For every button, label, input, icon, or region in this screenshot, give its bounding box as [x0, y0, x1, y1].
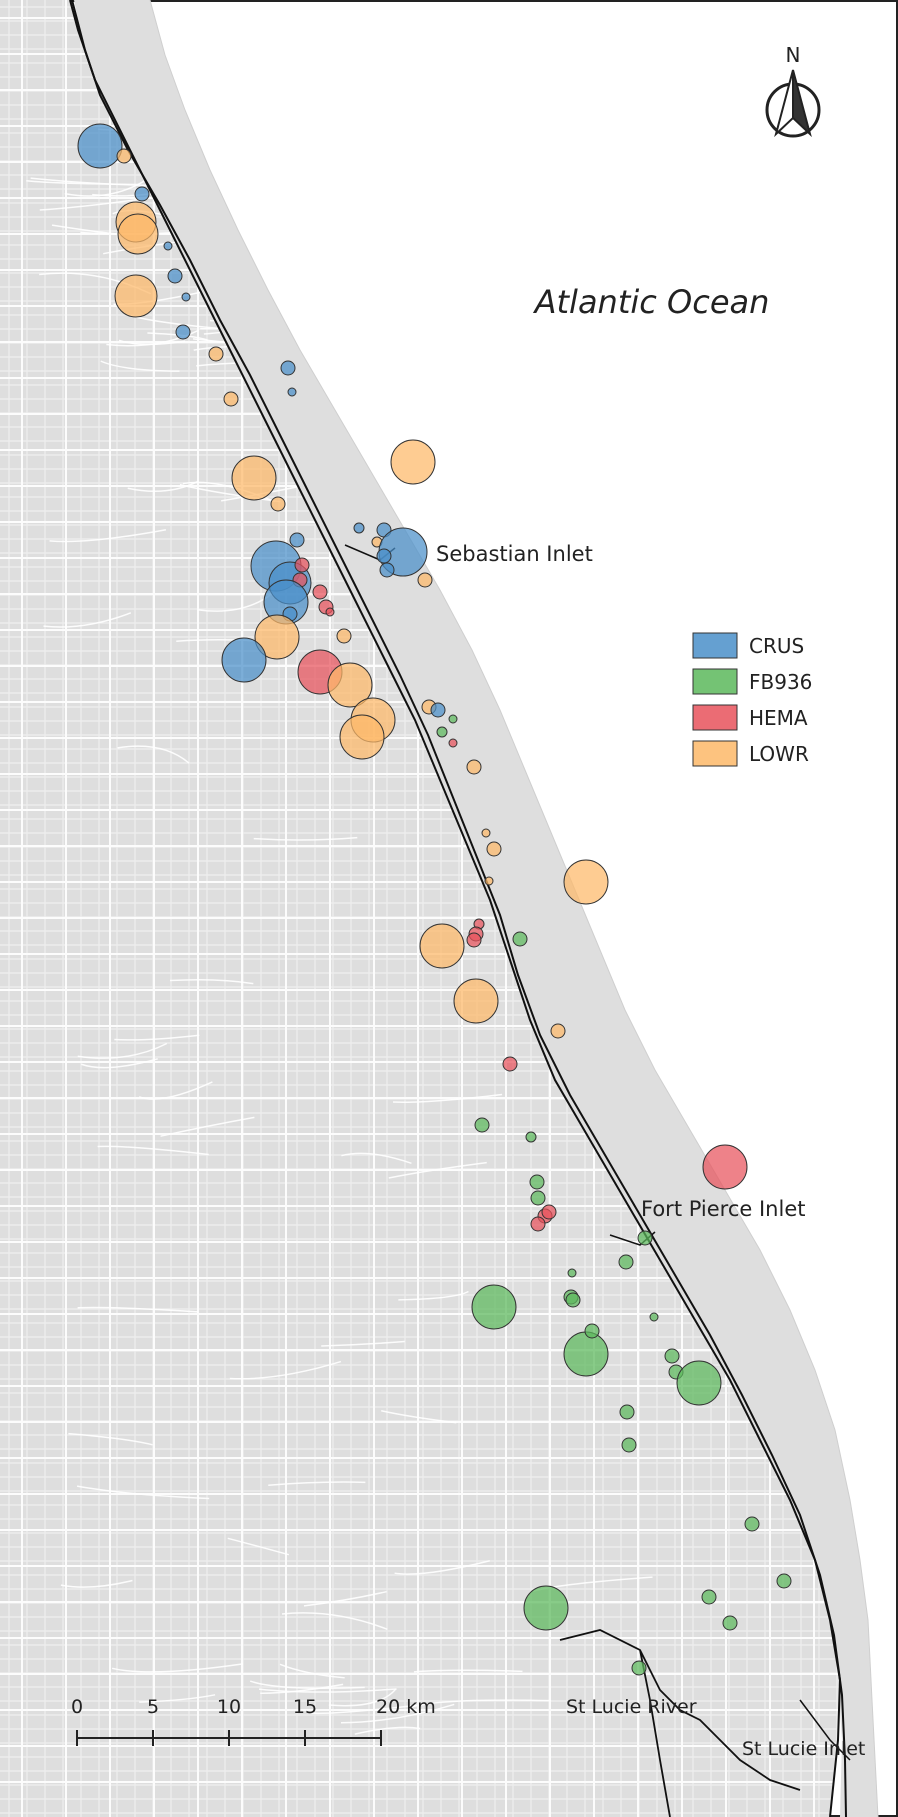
legend-label-crus: CRUS: [749, 634, 804, 658]
site-marker-hema: [449, 739, 457, 747]
site-marker-lowr: [271, 497, 285, 511]
site-marker-fb936: [665, 1349, 679, 1363]
site-marker-hema: [531, 1217, 545, 1231]
site-marker-fb936: [622, 1438, 636, 1452]
site-marker-lowr: [482, 829, 490, 837]
site-marker-fb936: [437, 727, 447, 737]
site-marker-crus: [431, 703, 445, 717]
site-marker-crus: [168, 269, 182, 283]
scale-bar-label: 5: [147, 1696, 159, 1718]
site-marker-fb936: [650, 1313, 658, 1321]
legend-swatch-crus: [693, 633, 737, 658]
site-marker-lowr: [337, 629, 351, 643]
place-label-stlucie-river: St Lucie River: [566, 1696, 697, 1718]
site-marker-fb936: [638, 1231, 652, 1245]
site-marker-fb936: [472, 1285, 516, 1329]
site-marker-fb936: [513, 932, 527, 946]
site-marker-lowr: [224, 392, 238, 406]
site-marker-lowr: [467, 760, 481, 774]
site-marker-crus: [164, 242, 172, 250]
site-marker-lowr: [232, 456, 276, 500]
site-marker-lowr: [418, 573, 432, 587]
site-marker-fb936: [777, 1574, 791, 1588]
site-marker-crus: [380, 563, 394, 577]
site-marker-crus: [78, 124, 122, 168]
site-marker-fb936: [745, 1517, 759, 1531]
site-marker-crus: [176, 325, 190, 339]
site-marker-fb936: [524, 1586, 568, 1630]
site-marker-lowr: [118, 214, 158, 254]
site-marker-crus: [182, 293, 190, 301]
site-marker-crus: [290, 533, 304, 547]
north-arrow-label: N: [786, 43, 801, 67]
scale-bar-label: 10: [217, 1696, 241, 1718]
legend-label-hema: HEMA: [749, 706, 808, 730]
site-marker-fb936: [568, 1269, 576, 1277]
site-marker-fb936: [585, 1324, 599, 1338]
scale-bar-label: 0: [71, 1696, 83, 1718]
site-marker-lowr: [391, 440, 435, 484]
site-marker-hema: [467, 933, 481, 947]
site-marker-fb936: [449, 715, 457, 723]
site-marker-fb936: [526, 1132, 536, 1142]
site-marker-lowr: [420, 924, 464, 968]
site-marker-lowr: [551, 1024, 565, 1038]
site-marker-fb936: [530, 1175, 544, 1189]
legend-label-lowr: LOWR: [749, 742, 809, 766]
ocean-label: Atlantic Ocean: [533, 283, 770, 321]
site-marker-lowr: [340, 715, 384, 759]
site-marker-fb936: [619, 1255, 633, 1269]
legend-swatch-lowr: [693, 741, 737, 766]
place-label-fortpierce: Fort Pierce Inlet: [641, 1197, 805, 1221]
site-marker-hema: [313, 585, 327, 599]
site-marker-crus: [377, 549, 391, 563]
site-marker-fb936: [632, 1661, 646, 1675]
site-marker-fb936: [531, 1191, 545, 1205]
site-marker-lowr: [454, 979, 498, 1023]
site-marker-fb936: [566, 1293, 580, 1307]
site-marker-lowr: [117, 149, 131, 163]
site-marker-fb936: [677, 1361, 721, 1405]
site-marker-hema: [703, 1145, 747, 1189]
site-marker-fb936: [564, 1332, 608, 1376]
place-label-stlucie-inlet: St Lucie Inlet: [742, 1738, 865, 1760]
scale-bar-label: 15: [293, 1696, 317, 1718]
site-marker-crus: [222, 638, 266, 682]
legend-swatch-fb936: [693, 669, 737, 694]
site-marker-crus: [135, 187, 149, 201]
site-marker-fb936: [723, 1616, 737, 1630]
site-marker-crus: [288, 388, 296, 396]
site-marker-fb936: [702, 1590, 716, 1604]
site-marker-hema: [542, 1205, 556, 1219]
site-marker-crus: [354, 523, 364, 533]
site-marker-fb936: [620, 1405, 634, 1419]
site-marker-hema: [503, 1057, 517, 1071]
site-marker-crus: [281, 361, 295, 375]
site-marker-hema: [326, 608, 334, 616]
site-marker-lowr: [485, 877, 493, 885]
legend-swatch-hema: [693, 705, 737, 730]
legend-label-fb936: FB936: [749, 670, 812, 694]
site-marker-fb936: [475, 1118, 489, 1132]
site-marker-lowr: [115, 275, 157, 317]
site-marker-lowr: [564, 860, 608, 904]
scale-bar-label: 20 km: [376, 1696, 436, 1718]
site-marker-hema: [295, 558, 309, 572]
place-label-sebastian: Sebastian Inlet: [436, 542, 593, 566]
site-marker-lowr: [209, 347, 223, 361]
site-marker-lowr: [487, 842, 501, 856]
